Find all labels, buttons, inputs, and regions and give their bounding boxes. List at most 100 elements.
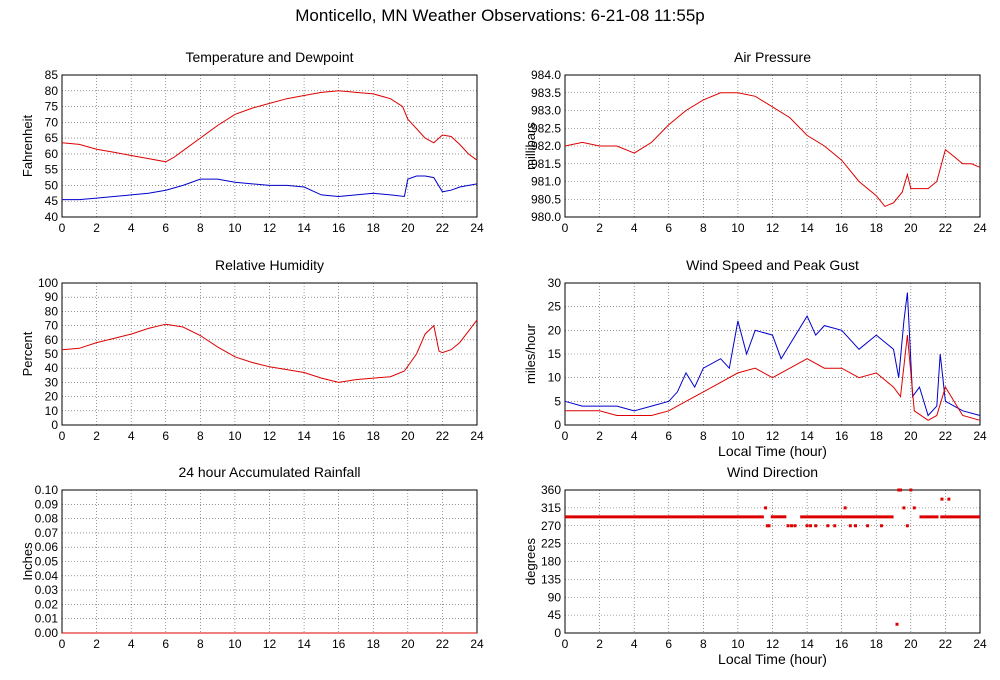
y-tick-label: 85	[45, 68, 59, 82]
x-tick-label: 14	[800, 221, 814, 235]
y-tick-label: 60	[45, 333, 59, 347]
plot-frame	[564, 489, 981, 634]
y-axis-label: degrees	[523, 538, 538, 585]
data-point	[895, 622, 899, 626]
x-tick-label: 24	[470, 221, 484, 235]
x-tick-label: 6	[162, 221, 169, 235]
y-tick-label: 30	[45, 375, 59, 389]
x-tick-label: 6	[162, 637, 169, 651]
x-tick-label: 0	[562, 221, 569, 235]
y-tick-label: 315	[541, 501, 561, 515]
x-tick-label: 2	[596, 429, 603, 443]
y-tick-label: 0.03	[35, 583, 59, 597]
x-tick-label: 22	[939, 429, 953, 443]
x-tick-label: 14	[297, 429, 311, 443]
y-tick-label: 80	[45, 84, 59, 98]
x-tick-label: 8	[700, 221, 707, 235]
x-tick-label: 24	[470, 429, 484, 443]
data-point	[912, 506, 916, 510]
y-tick-label: 0.09	[35, 497, 59, 511]
x-tick-label: 6	[665, 221, 672, 235]
y-tick-label: 0.10	[35, 483, 59, 497]
data-point	[940, 497, 944, 501]
y-tick-label: 984.0	[531, 68, 561, 82]
data-point	[790, 524, 794, 528]
series-line-0	[61, 90, 478, 163]
y-tick-label: 70	[45, 115, 59, 129]
x-tick-label: 24	[973, 637, 987, 651]
data-point	[793, 524, 797, 528]
x-tick-label: 22	[436, 637, 450, 651]
y-tick-label: 0.01	[35, 612, 59, 626]
y-axis-label: millibars	[523, 122, 538, 170]
series-line-0	[564, 292, 981, 417]
x-tick-label: 16	[835, 221, 849, 235]
y-tick-label: 50	[45, 178, 59, 192]
x-tick-label: 8	[700, 637, 707, 651]
data-point	[905, 524, 909, 528]
y-tick-label: 45	[548, 608, 562, 622]
chart-title: 24 hour Accumulated Rainfall	[178, 464, 360, 480]
x-tick-label: 12	[766, 221, 780, 235]
chart-title: Wind Speed and Peak Gust	[686, 257, 859, 273]
x-axis-label: Local Time (hour)	[718, 651, 827, 667]
x-axis-label: Local Time (hour)	[718, 443, 827, 459]
y-tick-label: 75	[45, 100, 59, 114]
x-tick-label: 24	[973, 429, 987, 443]
x-tick-label: 16	[835, 637, 849, 651]
y-axis-label: Inches	[20, 542, 35, 581]
y-tick-label: 980.0	[531, 210, 561, 224]
y-tick-label: 5	[554, 394, 561, 408]
y-tick-label: 980.5	[531, 192, 561, 206]
x-tick-label: 18	[367, 221, 381, 235]
data-point	[814, 524, 818, 528]
y-tick-label: 40	[45, 210, 59, 224]
data-point	[826, 524, 830, 528]
x-tick-label: 16	[332, 429, 346, 443]
x-tick-label: 4	[128, 429, 135, 443]
x-tick-label: 2	[596, 637, 603, 651]
data-point	[947, 497, 951, 501]
x-tick-label: 12	[766, 637, 780, 651]
x-tick-label: 20	[401, 637, 415, 651]
y-tick-label: 20	[45, 390, 59, 404]
y-tick-label: 0	[554, 418, 561, 432]
y-tick-label: 55	[45, 163, 59, 177]
data-point	[898, 488, 902, 492]
data-point	[879, 524, 883, 528]
y-tick-label: 0.05	[35, 555, 59, 569]
y-tick-label: 70	[45, 319, 59, 333]
data-point	[902, 506, 906, 510]
data-point	[765, 524, 769, 528]
x-tick-label: 10	[731, 429, 745, 443]
x-tick-label: 10	[731, 221, 745, 235]
y-tick-label: 981.0	[531, 175, 561, 189]
y-tick-label: 0.07	[35, 526, 59, 540]
x-tick-label: 4	[631, 429, 638, 443]
x-tick-label: 12	[766, 429, 780, 443]
x-tick-label: 8	[197, 637, 204, 651]
plot-frame	[564, 282, 981, 426]
data-point	[848, 524, 852, 528]
x-tick-label: 12	[263, 637, 277, 651]
x-tick-label: 22	[436, 429, 450, 443]
series-line-0	[564, 92, 981, 208]
y-axis-label: Percent	[20, 331, 35, 376]
y-tick-label: 982.0	[531, 139, 561, 153]
x-tick-label: 6	[665, 429, 672, 443]
y-tick-label: 10	[548, 371, 562, 385]
x-tick-label: 22	[436, 221, 450, 235]
y-tick-label: 0.08	[35, 512, 59, 526]
y-tick-label: 0	[51, 418, 58, 432]
y-tick-label: 0.02	[35, 597, 59, 611]
page-title: Monticello, MN Weather Observations: 6-2…	[295, 6, 705, 25]
data-point	[843, 506, 847, 510]
x-tick-label: 8	[700, 429, 707, 443]
x-tick-label: 18	[870, 637, 884, 651]
data-point	[786, 524, 790, 528]
y-tick-label: 0	[554, 626, 561, 640]
y-tick-label: 983.0	[531, 104, 561, 118]
